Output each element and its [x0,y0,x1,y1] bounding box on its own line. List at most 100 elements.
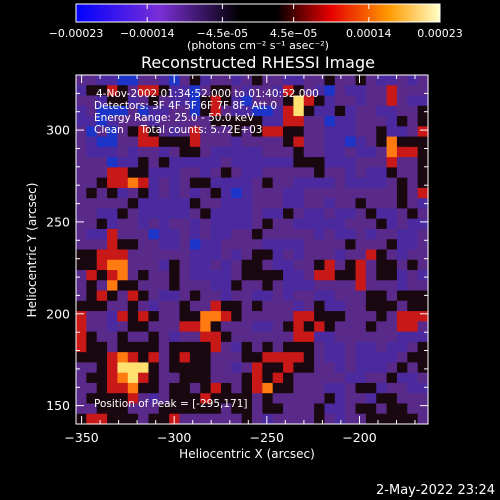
heatmap-cell [107,187,119,199]
heatmap-cell [179,218,191,230]
heatmap-cell [252,352,263,364]
heatmap-cell [158,382,170,394]
heatmap-cell [252,321,263,333]
heatmap-cell [158,249,170,261]
heatmap-cell [200,126,212,138]
heatmap-cell [231,75,243,86]
heatmap-cell [252,270,263,281]
heatmap-cell [262,413,274,425]
heatmap-cell [200,218,212,230]
heatmap-cell [324,105,336,117]
heatmap-cell [158,126,170,138]
heatmap-cell [376,362,388,374]
heatmap-cell [179,249,191,261]
heatmap-cell [148,300,160,312]
heatmap-cell [417,228,429,240]
heatmap-cell [252,372,263,384]
heatmap-cell [396,157,408,168]
heatmap-cell [314,167,326,179]
heatmap-cell [241,208,253,220]
heatmap-cell [303,187,315,199]
heatmap-cell [396,146,408,158]
heatmap-cell [117,280,129,292]
heatmap-cell [189,218,201,230]
heatmap-cell [334,249,346,261]
heatmap-cell [417,249,429,261]
heatmap-cell [283,382,295,394]
heatmap-cell [76,157,87,168]
heatmap-cell [324,311,336,322]
heatmap-cell [417,362,429,374]
heatmap-cell [231,239,243,251]
heatmap-cell [220,362,232,374]
heatmap-cell [96,372,108,384]
heatmap-cell [220,413,232,425]
heatmap-cell [324,259,336,271]
heatmap-cell [407,85,419,97]
heatmap-cell [96,136,108,148]
heatmap-cell [189,290,201,302]
heatmap-cell [334,157,346,168]
heatmap-cell [272,126,284,138]
heatmap-cell [107,372,119,384]
heatmap-cell [407,126,419,138]
heatmap-cell [96,413,108,425]
heatmap-cell [417,105,429,117]
heatmap-cell [86,290,98,302]
heatmap-cell [127,362,139,374]
heatmap-cell [262,300,274,312]
heatmap-cell [417,300,429,312]
heatmap-cell [179,126,191,138]
heatmap-cell [96,75,108,86]
heatmap-cell [365,208,377,220]
heatmap-cell [158,413,170,425]
heatmap-cell [324,95,336,107]
heatmap-cell [210,85,222,97]
heatmap-cell [210,372,222,384]
heatmap-cell [179,290,191,302]
heatmap-cell [252,393,263,405]
heatmap-cell [241,321,253,333]
heatmap-cell [107,126,119,138]
heatmap-cell [210,146,222,158]
heatmap-cell [210,249,222,261]
heatmap-cell [303,382,315,394]
heatmap-cell [148,352,160,364]
heatmap-cell [345,341,357,353]
heatmap-cell [262,259,274,271]
heatmap-cell [314,372,326,384]
heatmap-cell [241,105,253,117]
heatmap-cell [376,95,388,107]
heatmap-cell [407,290,419,302]
heatmap-cell [127,95,139,107]
heatmap-cell [334,300,346,312]
heatmap-cell [220,228,232,240]
heatmap-cell [303,259,315,271]
heatmap-cell [179,239,191,251]
heatmap-cell [365,300,377,312]
heatmap-cell [179,331,191,343]
heatmap-cell [324,403,336,415]
heatmap-cell [76,228,87,240]
heatmap-cell [252,239,263,251]
heatmap-cell [272,259,284,271]
heatmap-cell [117,228,129,240]
heatmap-cell [241,126,253,138]
heatmap-cell [76,208,87,220]
heatmap-cell [158,300,170,312]
heatmap-cell [127,270,139,281]
heatmap-cell [220,331,232,343]
heatmap-cell [86,280,98,292]
heatmap-cell [117,249,129,261]
heatmap-cell [303,362,315,374]
heatmap-cell [252,136,263,148]
heatmap-cell [189,167,201,179]
heatmap-cell [179,341,191,353]
heatmap-cell [86,198,98,210]
heatmap-cell [262,239,274,251]
heatmap-cell [220,95,232,107]
heatmap-cell [210,280,222,292]
heatmap-cell [138,228,150,240]
heatmap-cell [314,300,326,312]
heatmap-cell [376,187,388,199]
